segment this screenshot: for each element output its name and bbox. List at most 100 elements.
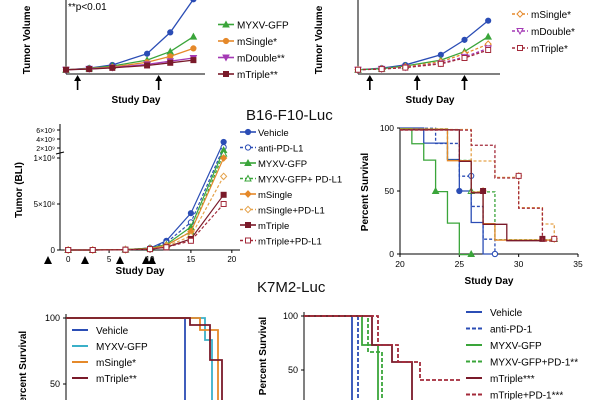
bli-series-5 [68, 176, 225, 251]
surv-b16-end-marker-2 [467, 249, 476, 257]
surv-b16-ytick-label-0: 0 [389, 249, 394, 259]
bli-xtick-label-1: 5 [107, 255, 112, 264]
bli-ytick-label-2: 1×10⁹ [34, 154, 55, 163]
vol-left-xlabel: Study Day [112, 95, 161, 106]
surv-k7r-legend-label-5: mTriple+PD-1*** [490, 391, 563, 400]
vol-right-point-4-0 [355, 66, 361, 73]
vol-left-point-4-5 [190, 57, 197, 64]
bli-legend-4-marker [244, 190, 252, 198]
surv-k7l-legend-label-3: mTriple** [96, 374, 137, 385]
surv-b16-ylabel: Percent Survival [360, 153, 371, 232]
surv-b16-series-6 [400, 129, 543, 242]
surv-b16-mid-marker-6 [480, 188, 487, 194]
bli-ytick-label-4: 4×10⁹ [36, 137, 55, 144]
bli-series-1 [68, 147, 225, 251]
vol-right-legend-label-3: mDouble* [531, 27, 575, 38]
surv-k7l-legend-label-0: Vehicle [96, 326, 129, 337]
surv-b16-xlabel: Study Day [465, 276, 514, 287]
bli-ytick-label-0: 0 [51, 246, 56, 255]
vol-left-legend-label-2: mSingle* [237, 37, 277, 48]
vol-right-point-1-5 [484, 32, 493, 40]
surv-k7r-ytick-label-50: 50 [288, 365, 298, 375]
vol-left-series-4 [65, 59, 194, 71]
surv-k7r-series-0 [304, 315, 353, 400]
bli-point-0-5 [187, 210, 195, 217]
bli-legend-label-0: Vehicle [258, 128, 289, 139]
vol-left-arrowhead-1 [155, 75, 163, 81]
surv-k7l-legend-label-2: mSingle* [96, 358, 136, 369]
bli-legend-label-5: mSingle+PD-L1 [258, 206, 325, 217]
bli-legend-label-2: MYXV-GFP [258, 159, 307, 170]
vol-left-point-2-5 [190, 45, 197, 52]
bli-ylabel: Tumor (BLI) [14, 162, 25, 218]
vol-right-point-0-5 [485, 17, 492, 24]
bli-legend-3-marker [244, 174, 252, 182]
bli-dose-triangle-1 [81, 256, 89, 264]
surv-k7r-ytick-label-100: 100 [283, 311, 298, 321]
bli-dose-triangle-0 [44, 256, 52, 264]
vol-left-legend-label-3: mDouble** [237, 54, 285, 65]
vol-right-point-4-4 [461, 55, 468, 61]
surv-b16-xtick-label-0: 20 [395, 259, 405, 269]
bli-point-7-1 [89, 247, 96, 253]
bli-series-3 [68, 153, 225, 251]
vol-right-point-4-3 [437, 60, 444, 67]
bli-point-5-6 [219, 172, 228, 181]
bli-legend-6-marker [245, 222, 251, 228]
bli-axis-break [55, 151, 65, 155]
surv-b16-mid-marker-7 [515, 172, 522, 179]
vol-left-arrowhead-0 [74, 75, 82, 81]
surv-k7l-legend-label-1: MYXV-GFP [96, 342, 148, 353]
surv-b16-series-7 [400, 129, 555, 242]
surv-b16-end-marker-1 [491, 250, 499, 258]
vol-right-legend-3-marker [516, 28, 524, 36]
vol-left-point-0-5 [190, 0, 197, 3]
vol-left-legend-4-marker [223, 71, 229, 77]
surv-k7r-legend-label-0: Vehicle [490, 308, 523, 319]
surv-k7r-series-2 [304, 315, 379, 400]
bli-ytick-label-1: 5×10⁸ [34, 200, 55, 209]
vol-left-point-0-3 [143, 50, 151, 57]
bli-point-7-5 [187, 237, 194, 244]
surv-k7r-series-1 [304, 315, 359, 400]
bli-xtick-label-0: 0 [66, 255, 71, 264]
surv-k7r-legend-label-3: MYXV-GFP+PD-1** [490, 358, 578, 369]
bli-dose-triangle-4 [148, 256, 156, 264]
vol-left-legend-1-marker [222, 20, 230, 28]
bli-xlabel: Study Day [116, 266, 165, 277]
surv-k7r-legend-label-1: anti-PD-1 [490, 325, 533, 336]
bli-point-0-6 [220, 138, 227, 146]
bli-ytick-label-3: 2×10⁹ [36, 146, 55, 153]
bli-dose-triangle-3 [142, 256, 150, 264]
vol-left-legend-2-marker [222, 37, 230, 45]
section-title-k7m2: K7M2-Luc [257, 279, 326, 296]
bli-legend-0-marker [244, 128, 252, 136]
surv-b16-ytick-label-1: 50 [385, 186, 395, 196]
vol-right-legend-label-4: mTriple* [531, 44, 568, 55]
surv-b16-ytick-label-2: 100 [380, 123, 394, 133]
vol-left-legend-label-1: MYXV-GFP [237, 21, 289, 32]
vol-right-series-0 [357, 20, 489, 71]
vol-right-series-4 [357, 49, 489, 71]
surv-k7r-legend-label-2: MYXV-GFP [490, 341, 542, 352]
bli-point-6-6 [220, 191, 227, 198]
surv-b16-xtick-label-3: 35 [573, 259, 583, 269]
vol-right-xlabel: Study Day [406, 95, 455, 106]
bli-xtick-label-3: 15 [186, 255, 195, 264]
vol-left-ylabel: Tumor Volume [22, 5, 33, 74]
bli-legend-5-marker [244, 205, 252, 214]
vol-left-point-4-4 [167, 59, 174, 66]
surv-b16-end-marker-7 [551, 235, 558, 242]
vol-right-legend-label-2: mSingle* [531, 10, 571, 21]
bli-series-0 [68, 141, 225, 251]
bli-legend-7-marker [245, 237, 251, 244]
bli-point-7-0 [65, 247, 72, 253]
surv-b16-xtick-label-1: 25 [455, 259, 465, 269]
surv-k7r-legend-label-4: mTriple*** [490, 374, 535, 385]
bli-legend-label-4: mSingle [258, 190, 292, 201]
vol-right-series-2 [357, 43, 489, 71]
bli-series-6 [68, 194, 225, 251]
vol-left-point-4-2 [109, 64, 116, 71]
vol-right-arrowhead-1 [413, 75, 421, 81]
surv-k7l-ylabel: Percent Survival [18, 331, 29, 400]
